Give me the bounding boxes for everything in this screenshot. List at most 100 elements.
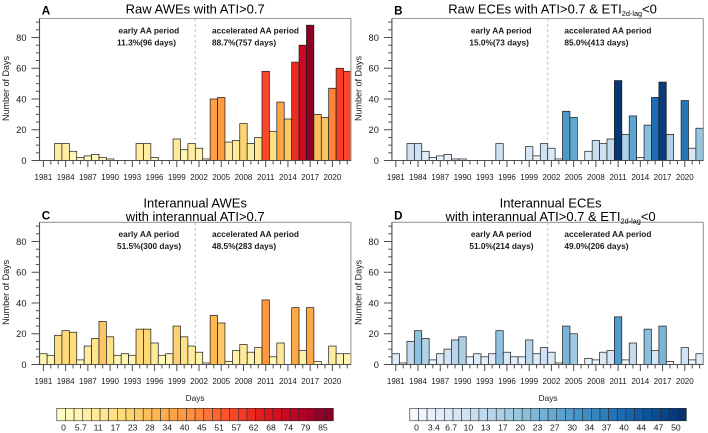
svg-text:3.4: 3.4 [428,423,440,433]
svg-text:60: 60 [369,64,379,74]
svg-text:80: 80 [16,237,26,247]
svg-text:1993: 1993 [476,377,494,386]
svg-text:57: 57 [232,423,242,433]
svg-text:2020: 2020 [323,173,341,182]
svg-text:2002: 2002 [543,173,561,182]
svg-text:1987: 1987 [431,173,449,182]
svg-text:2017: 2017 [654,173,672,182]
svg-text:2005: 2005 [565,377,583,386]
svg-text:1981: 1981 [387,377,405,386]
svg-text:45: 45 [197,423,207,433]
svg-text:2008: 2008 [235,173,253,182]
svg-text:accelerated AA period: accelerated AA period [564,25,651,35]
svg-text:0: 0 [61,423,66,433]
svg-text:1984: 1984 [57,173,75,182]
svg-text:2011: 2011 [257,173,275,182]
svg-text:62: 62 [249,423,259,433]
svg-text:2020: 2020 [676,377,694,386]
svg-text:23: 23 [128,423,138,433]
svg-text:2014: 2014 [279,377,297,386]
svg-text:48.5%(283 days): 48.5%(283 days) [212,241,276,251]
svg-text:51.0%(214 days): 51.0%(214 days) [469,241,533,251]
svg-text:2005: 2005 [565,173,583,182]
svg-text:20: 20 [369,125,379,135]
svg-text:40: 40 [16,94,26,104]
svg-text:1999: 1999 [168,173,186,182]
svg-text:early AA period: early AA period [471,229,532,239]
svg-text:17: 17 [498,423,508,433]
svg-text:1990: 1990 [454,173,472,182]
svg-text:with interannual ATI>0.7: with interannual ATI>0.7 [125,209,265,224]
svg-text:6.7: 6.7 [445,423,457,433]
svg-text:20: 20 [369,329,379,339]
svg-text:2002: 2002 [190,377,208,386]
svg-text:2014: 2014 [279,173,297,182]
svg-text:2005: 2005 [212,377,230,386]
svg-text:1981: 1981 [35,377,53,386]
svg-text:1987: 1987 [79,377,97,386]
svg-text:early AA period: early AA period [119,25,180,35]
svg-text:23: 23 [533,423,543,433]
svg-text:1990: 1990 [101,377,119,386]
svg-text:Days: Days [539,393,558,403]
svg-text:40: 40 [369,94,379,104]
svg-text:1984: 1984 [409,173,427,182]
svg-text:0: 0 [374,360,379,370]
svg-text:1981: 1981 [35,173,53,182]
svg-text:40: 40 [619,423,629,433]
svg-text:1993: 1993 [476,173,494,182]
svg-text:Number of Days: Number of Days [1,55,11,121]
svg-text:2017: 2017 [301,173,319,182]
svg-text:accelerated AA period: accelerated AA period [212,229,299,239]
svg-text:60: 60 [369,268,379,278]
svg-text:1990: 1990 [101,173,119,182]
svg-text:2017: 2017 [654,377,672,386]
svg-text:10: 10 [464,423,474,433]
svg-text:1987: 1987 [431,377,449,386]
svg-text:2014: 2014 [631,173,649,182]
svg-text:2014: 2014 [631,377,649,386]
svg-text:with interannual ATI>0.7 & ETI: with interannual ATI>0.7 & ETI2d-lag<0 [445,209,656,226]
svg-text:2008: 2008 [587,173,605,182]
svg-text:11.3%(96 days): 11.3%(96 days) [117,37,176,47]
svg-text:1996: 1996 [146,377,164,386]
svg-text:1984: 1984 [409,377,427,386]
svg-text:34: 34 [585,423,595,433]
svg-text:1999: 1999 [168,377,186,386]
svg-text:A: A [42,4,51,17]
svg-text:2011: 2011 [609,173,627,182]
svg-text:15.0%(73 days): 15.0%(73 days) [469,37,529,47]
svg-text:44: 44 [636,423,646,433]
svg-text:74: 74 [283,423,293,433]
svg-text:49.0%(206 days): 49.0%(206 days) [564,241,628,251]
svg-text:17: 17 [111,423,121,433]
svg-text:2017: 2017 [301,377,319,386]
svg-text:1993: 1993 [123,377,141,386]
svg-text:0: 0 [21,156,26,166]
svg-text:Interannual AWEs: Interannual AWEs [143,196,247,211]
svg-text:Raw ECEs with ATI>0.7 & ETI2d-: Raw ECEs with ATI>0.7 & ETI2d-lag<0 [448,2,657,19]
svg-text:40: 40 [180,423,190,433]
svg-text:2002: 2002 [190,173,208,182]
svg-text:B: B [394,4,402,17]
svg-text:40: 40 [16,298,26,308]
svg-text:60: 60 [16,64,26,74]
svg-text:85.0%(413 days): 85.0%(413 days) [564,37,628,47]
svg-text:13: 13 [481,423,491,433]
svg-text:1987: 1987 [79,173,97,182]
svg-text:0: 0 [374,156,379,166]
svg-text:85: 85 [318,423,328,433]
svg-text:0: 0 [414,423,419,433]
svg-text:2008: 2008 [587,377,605,386]
svg-text:1993: 1993 [123,173,141,182]
svg-text:37: 37 [602,423,612,433]
svg-text:early AA period: early AA period [119,229,180,239]
svg-text:D: D [394,209,402,222]
svg-text:Days: Days [186,393,205,403]
svg-text:1999: 1999 [520,377,538,386]
svg-text:80: 80 [369,33,379,43]
svg-text:Number of Days: Number of Days [353,55,363,121]
svg-text:20: 20 [515,423,525,433]
svg-text:11: 11 [94,423,103,433]
svg-text:20: 20 [16,329,26,339]
